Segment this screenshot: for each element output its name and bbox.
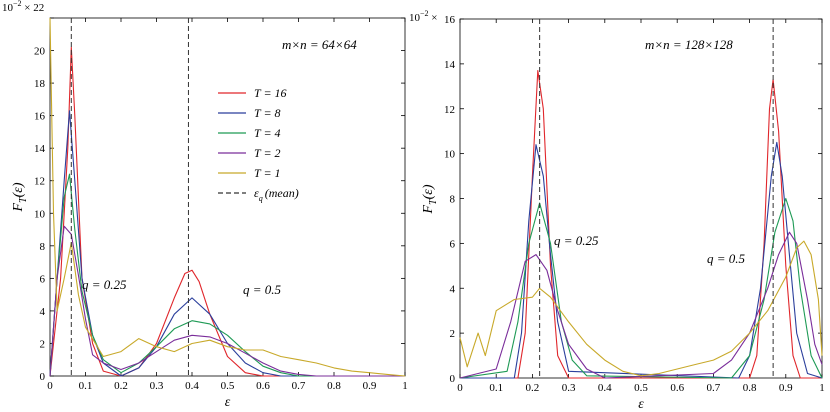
y-tick-label: 6: [450, 238, 456, 250]
x-tick-label: 0.6: [670, 382, 684, 394]
series-line-t-8: [460, 141, 823, 379]
x-tick-label: 0.6: [256, 380, 270, 392]
y-tick-label: 18: [34, 78, 46, 90]
x-tick-label: 0.7: [292, 380, 306, 392]
x-tick-label: 0.3: [150, 380, 164, 392]
y-tick-label: 14: [34, 143, 46, 155]
chart-panel-2: 0 0.1 0.2 0.3 0.4 0.5 0.6 0.7 0.8 0.9 102468101214…: [409, 9, 825, 412]
x-tick-label: 0.8: [327, 380, 341, 392]
annotation: q = 0.5: [707, 251, 746, 266]
y-tick-label: 6: [40, 273, 46, 285]
panel-title: m×n = 128×128: [645, 37, 733, 52]
y-tick-label: 16: [34, 111, 46, 123]
y-multiplier: 10−2 ×: [409, 9, 437, 24]
x-tick-label: 0.9: [363, 380, 377, 392]
y-tick-label: 4: [450, 283, 456, 295]
x-tick-label: 0.1: [79, 380, 93, 392]
x-tick-label: 0.3: [562, 382, 576, 394]
annotation: q = 0.25: [554, 233, 599, 248]
legend-entry: T = 1: [254, 166, 281, 180]
y-tick-label: 20: [34, 46, 46, 58]
x-tick-label: 1: [819, 382, 825, 394]
x-tick-label: 0.5: [634, 382, 648, 394]
annotation: q = 0.5: [243, 282, 282, 297]
x-axis-title: ε: [225, 395, 231, 410]
y-tick-label: 0: [450, 373, 456, 385]
y-tick-label: 16: [444, 14, 456, 26]
x-tick-label: 0.7: [707, 382, 721, 394]
series-line-t-8: [49, 110, 405, 377]
y-tick-label: 2: [450, 328, 456, 340]
x-tick-label: 1: [402, 380, 408, 392]
chart-panel-1: 0 0.1 0.2 0.3 0.4 0.5 0.6 0.7 0.8 0.9 102468101214…: [2, 0, 408, 410]
y-tick-label: 10: [444, 149, 456, 161]
legend-entry: T = 8: [254, 106, 281, 120]
panel-title: m×n = 64×64: [282, 37, 357, 52]
x-tick-label: 0.4: [598, 382, 612, 394]
y-tick-label: 2: [40, 338, 46, 350]
y-tick-label: 8: [450, 194, 456, 206]
x-tick-label: 0.2: [526, 382, 540, 394]
annotation: q = 0.25: [82, 277, 127, 292]
plot-frame: [459, 18, 823, 379]
x-axis-title: ε: [638, 397, 644, 412]
y-axis-title: FT(ε): [421, 184, 439, 214]
series-line-t-1: [459, 240, 823, 377]
x-tick-label: 0.1: [489, 382, 503, 394]
y-tick-label: 8: [40, 241, 46, 253]
legend-entry: T = 16: [254, 86, 287, 100]
series-line-t-16: [460, 70, 822, 379]
legend-entry: T = 2: [254, 146, 281, 160]
y-tick-label: 12: [34, 176, 45, 188]
series-line-t-2: [459, 231, 823, 379]
y-tick-label: 4: [40, 306, 46, 318]
x-tick-label: 0: [457, 382, 463, 394]
series-line-t-4: [49, 173, 405, 377]
y-tick-label: 12: [444, 104, 455, 116]
x-tick-label: 0.9: [779, 382, 793, 394]
y-tick-label: 14: [444, 59, 456, 71]
series-line-t-1: [49, 17, 406, 377]
x-tick-label: 0.5: [221, 380, 235, 392]
series-line-t-16: [49, 46, 405, 377]
y-tick-label: 0: [40, 371, 46, 383]
series-line-t-4: [459, 197, 823, 379]
series-line-t-2: [49, 225, 405, 377]
plot-frame: [49, 17, 406, 377]
y-multiplier: 10−2 × 22: [2, 0, 44, 14]
legend-entry: T = 4: [254, 126, 281, 140]
x-tick-label: 0: [47, 380, 53, 392]
x-tick-label: 0.8: [743, 382, 757, 394]
y-tick-label: 10: [34, 208, 46, 220]
y-axis-title: FT(ε): [11, 182, 29, 212]
legend-entry: εq (mean): [254, 186, 299, 203]
x-tick-label: 0.2: [114, 380, 128, 392]
x-tick-label: 0.4: [185, 380, 199, 392]
